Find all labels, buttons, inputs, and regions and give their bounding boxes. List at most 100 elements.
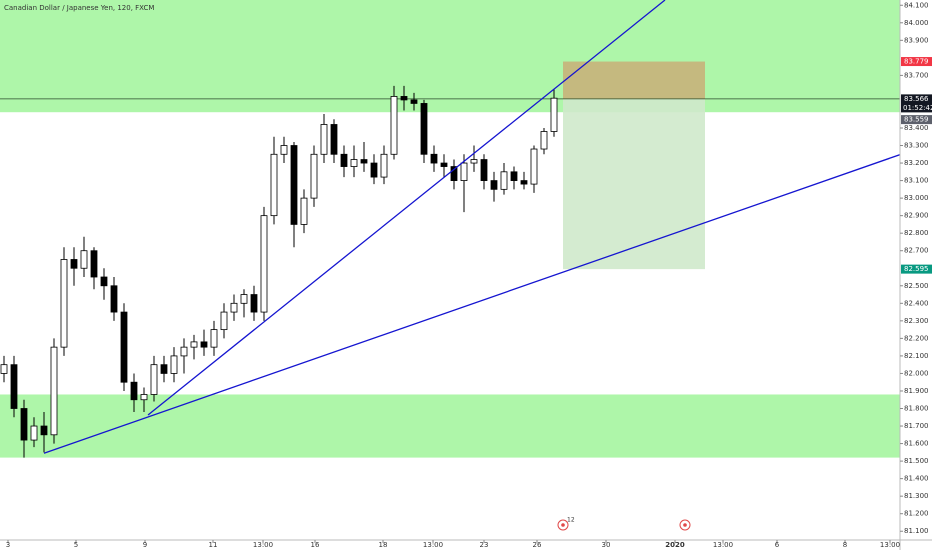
candle-body: [70, 259, 78, 269]
candle-body: [520, 180, 528, 185]
candle-body: [320, 124, 328, 155]
y-tick-label: 81.200: [904, 510, 929, 518]
support-resistance-zone: [0, 394, 900, 458]
time-axis: 3 5 9 11 13:00 16 18 13:00 23 26 30 2020 13:00 6 8 13:0…: [6, 540, 900, 549]
axes: 81.100 81.200 81.300 81.400 81.500 81.600 81.7…: [900, 1, 932, 535]
x-tick-label: 26: [533, 541, 542, 549]
x-tick-label: 5: [74, 541, 78, 549]
candle-body: [490, 180, 498, 190]
x-tick-label: 23: [480, 541, 489, 549]
candle-body: [390, 96, 398, 155]
candle-body: [240, 294, 248, 304]
y-tick-label: 81.600: [904, 440, 929, 448]
event-badge-dot: [683, 523, 687, 527]
x-tick-label: 9: [143, 541, 147, 549]
candle-body: [300, 197, 308, 225]
x-tick-label: 13:00: [423, 541, 443, 549]
candle-body: [500, 171, 508, 190]
candle-body: [150, 364, 158, 395]
candle-body: [130, 381, 138, 401]
y-tick-label: 81.300: [904, 492, 929, 500]
candle-body: [530, 148, 538, 185]
candle-body: [550, 97, 558, 132]
position-stop-area: [563, 61, 705, 99]
trend-line: [43, 154, 900, 454]
y-tick-label: 81.900: [904, 387, 929, 395]
candle-body: [50, 346, 58, 436]
y-tick-label: 81.400: [904, 475, 929, 483]
candle-body: [380, 153, 388, 178]
position-target-area: [563, 98, 705, 270]
y-tick-label: 83.300: [904, 142, 929, 150]
candle-body: [30, 425, 38, 441]
x-tick-label: 16: [311, 541, 320, 549]
candle-body: [230, 302, 238, 313]
candle-body: [160, 364, 168, 374]
candle-body: [540, 131, 548, 150]
candle-body: [210, 329, 218, 348]
y-tick-label: 84.000: [904, 19, 929, 27]
y-tick-label: 83.700: [904, 71, 929, 79]
price-label: 82.595: [904, 265, 929, 273]
price-label: 83.779: [904, 58, 929, 66]
chart-title: Canadian Dollar / Japanese Yen, 120, FXC…: [4, 4, 154, 12]
candle-body: [200, 341, 208, 348]
x-tick-label: 3: [6, 541, 10, 549]
y-tick-label: 83.900: [904, 36, 929, 44]
x-tick-label: 30: [602, 541, 611, 549]
candle-body: [140, 394, 148, 401]
event-count: 12: [567, 517, 575, 524]
plot-area: 12: [0, 0, 900, 531]
x-tick-label: 6: [775, 541, 780, 549]
price-label-box: [901, 115, 932, 125]
x-tick-label: 18: [379, 541, 388, 549]
candle-body: [180, 346, 188, 357]
candle-body: [260, 215, 268, 313]
candle-body: [110, 285, 118, 313]
y-tick-label: 81.700: [904, 422, 929, 430]
candle-body: [250, 294, 258, 313]
y-tick-label: 82.500: [904, 282, 929, 290]
candle-body: [0, 364, 8, 374]
candle-body: [340, 153, 348, 167]
candle-body: [170, 355, 178, 374]
y-tick-label: 82.800: [904, 229, 929, 237]
candle-body: [400, 96, 408, 101]
candle-body: [90, 250, 98, 278]
candle-body: [190, 341, 198, 348]
y-tick-label: 82.200: [904, 334, 929, 342]
y-tick-label: 83.400: [904, 124, 929, 132]
y-tick-label: 81.500: [904, 457, 929, 465]
candle-body: [350, 159, 358, 167]
candle-body: [430, 153, 438, 164]
price-label: 83.566: [904, 95, 929, 103]
y-tick-label: 81.100: [904, 527, 929, 535]
x-tick-label: 2020: [665, 541, 685, 549]
x-tick-label: 8: [843, 541, 847, 549]
candle-body: [450, 166, 458, 181]
price-label: 83.559: [904, 116, 929, 124]
y-tick-label: 83.100: [904, 177, 929, 185]
candle-body: [330, 124, 338, 155]
candle-body: [360, 159, 368, 164]
y-tick-label: 82.000: [904, 369, 929, 377]
candle-body: [290, 145, 298, 225]
candle-body: [460, 162, 468, 181]
countdown: 01:52:42: [903, 104, 932, 112]
y-tick-label: 82.100: [904, 352, 929, 360]
candle-body: [310, 153, 318, 199]
x-tick-label: 13:00: [713, 541, 733, 549]
candle-body: [60, 259, 68, 348]
candle-body: [470, 159, 478, 164]
y-tick-label: 83.000: [904, 194, 929, 202]
candle-body: [440, 162, 448, 167]
y-tick-label: 82.700: [904, 247, 929, 255]
y-tick-label: 82.900: [904, 212, 929, 220]
candle-body: [10, 364, 18, 409]
y-tick-label: 82.400: [904, 299, 929, 307]
candle-body: [510, 171, 518, 181]
candle-body: [120, 311, 128, 383]
support-resistance-zone: [0, 0, 900, 113]
price-label-box: [901, 264, 932, 274]
